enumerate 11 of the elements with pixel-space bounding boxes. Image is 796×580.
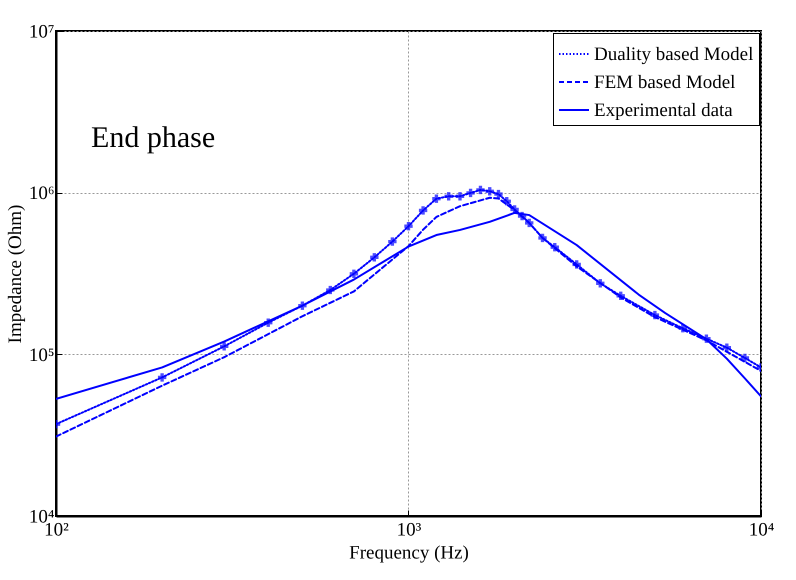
- annotation: End phase: [91, 121, 216, 154]
- y-tick-label: 10⁷: [28, 22, 54, 42]
- x-tick-label: 10⁴: [748, 520, 775, 540]
- legend-label: Duality based Model: [594, 44, 754, 65]
- y-axis-title: Impedance (Ohm): [4, 204, 26, 344]
- y-tick-label: 10⁶: [28, 183, 54, 204]
- y-tick-label: 10⁵: [28, 344, 54, 366]
- x-axis-title: Frequency (Hz): [349, 542, 469, 564]
- legend-label: FEM based Model: [594, 72, 736, 93]
- legend-label: Experimental data: [594, 100, 734, 121]
- x-tick-label: 10³: [396, 520, 422, 540]
